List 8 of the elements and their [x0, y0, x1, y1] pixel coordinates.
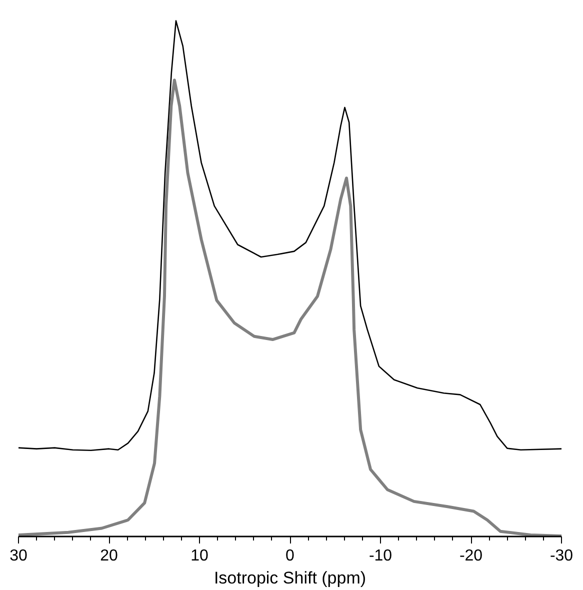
x-tick-label: -10 [368, 548, 392, 564]
x-tick-label: -20 [459, 548, 483, 564]
x-axis-title: Isotropic Shift (ppm) [214, 568, 366, 588]
x-tick-label: -30 [550, 548, 574, 564]
x-tick-label: 0 [286, 548, 295, 564]
x-tick-label: 30 [10, 548, 28, 564]
x-tick-label: 10 [190, 548, 208, 564]
x-tick-label: 20 [100, 548, 118, 564]
